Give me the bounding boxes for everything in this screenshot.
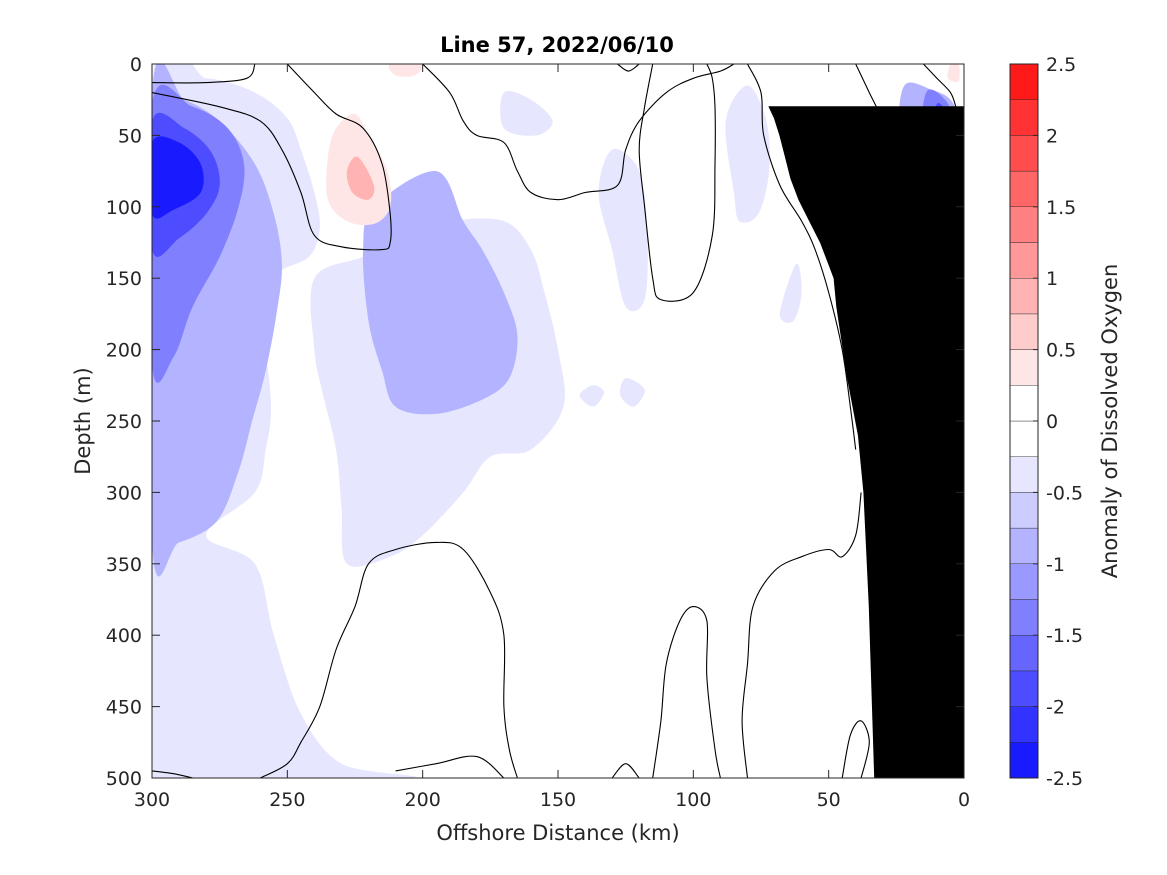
colorbar-tick-label: -1 — [1046, 554, 1065, 576]
x-tick-label: 0 — [958, 789, 970, 811]
x-axis: 300 250 200 150 100 50 0 — [134, 64, 970, 811]
x-tick-label: 50 — [817, 789, 841, 811]
anomaly-region-21 — [947, 64, 960, 83]
zero-contour-9 — [747, 64, 857, 450]
zero-contour-3 — [152, 770, 193, 778]
colorbar-swatch — [1009, 492, 1039, 529]
anomaly-region-12 — [152, 136, 204, 219]
x-axis-label: Offshore Distance (km) — [436, 821, 679, 845]
colorbar-swatch — [1009, 63, 1039, 100]
colorbar-swatch — [1009, 278, 1039, 315]
y-tick-label: 300 — [106, 482, 142, 504]
colorbar-tick-label: 1.5 — [1046, 197, 1076, 219]
colorbar-swatch — [1009, 527, 1039, 564]
seafloor-mask — [768, 106, 964, 778]
colorbar-swatch — [1009, 635, 1039, 672]
colorbar-swatch — [1009, 242, 1039, 279]
zero-contour-7 — [652, 606, 721, 778]
x-tick-label: 150 — [540, 789, 576, 811]
chart-title: Line 57, 2022/06/10 — [440, 33, 674, 57]
y-tick-label: 500 — [106, 768, 142, 790]
y-tick-label: 400 — [106, 625, 142, 647]
colorbar-swatch — [1009, 99, 1039, 136]
colorbar-tick-label: 2 — [1046, 125, 1058, 147]
y-tick-label: 100 — [106, 197, 142, 219]
colorbar-ticks: -2.5 -2 -1.5 -1 -0.5 0 0.5 1 1.5 2 2.5 — [1033, 54, 1083, 790]
colorbar-label: Anomaly of Dissolved Oxygen — [1098, 264, 1122, 579]
x-tick-label: 200 — [405, 789, 441, 811]
anomaly-region-17 — [346, 156, 375, 200]
colorbar-swatch — [1009, 313, 1039, 350]
zero-contour-2 — [422, 64, 735, 201]
plot-area — [152, 64, 964, 778]
zero-contour-5 — [260, 541, 518, 778]
colorbar-tick-label: 0 — [1046, 411, 1058, 433]
anomaly-region-20 — [388, 64, 424, 77]
y-axis-label: Depth (m) — [71, 367, 95, 474]
y-tick-label: 350 — [106, 554, 142, 576]
colorbar-swatch — [1009, 170, 1039, 208]
zero-contour-4 — [395, 755, 505, 778]
colorbar-tick-label: 2.5 — [1046, 54, 1076, 76]
colorbar-swatch — [1009, 742, 1039, 779]
x-tick-label: 250 — [269, 789, 305, 811]
anomaly-region-3 — [725, 85, 770, 223]
zero-contour-0 — [152, 64, 256, 84]
colorbar-tick-label: -0.5 — [1046, 482, 1083, 504]
colorbar-swatch — [1009, 385, 1039, 422]
anomaly-region-7 — [619, 378, 645, 407]
y-tick-label: 0 — [130, 54, 142, 76]
colorbar-tick-label: -1.5 — [1046, 625, 1083, 647]
zero-contour-11 — [617, 64, 640, 72]
y-tick-label: 450 — [106, 697, 142, 719]
anomaly-region-6 — [579, 385, 604, 407]
anomaly-region-4 — [500, 91, 553, 136]
y-tick-label: 50 — [118, 125, 142, 147]
colorbar-swatch — [1009, 135, 1039, 172]
colorbar-swatch — [1009, 706, 1039, 743]
colorbar-tick-label: 0.5 — [1046, 340, 1076, 362]
colorbar-swatch — [1009, 563, 1039, 600]
seafloor-layer — [768, 106, 964, 778]
colorbar-swatch — [1009, 456, 1039, 493]
zero-contour-8 — [741, 492, 862, 778]
zero-contour-6 — [611, 763, 640, 778]
colorbar-swatch — [1009, 420, 1039, 457]
anomaly-region-5 — [779, 263, 802, 323]
colorbar: -2.5 -2 -1.5 -1 -0.5 0 0.5 1 1.5 2 2.5 Anomaly of … — [1009, 54, 1122, 790]
zero-contour-14 — [841, 720, 870, 778]
colorbar-swatch — [1009, 349, 1039, 386]
colorbar-swatch — [1009, 670, 1039, 707]
zero-contour-1 — [152, 64, 392, 251]
x-tick-label: 100 — [675, 789, 711, 811]
y-tick-label: 250 — [106, 411, 142, 433]
zero-contour-13 — [923, 64, 957, 108]
colorbar-tick-label: -2 — [1046, 697, 1065, 719]
zero-contour-10 — [638, 64, 716, 302]
x-tick-label: 300 — [134, 789, 170, 811]
y-axis: 0 50 100 150 200 250 300 350 400 450 500 — [106, 54, 964, 790]
colorbar-tick-label: -2.5 — [1046, 768, 1083, 790]
anomaly-region-9 — [362, 170, 518, 415]
colorbar-tick-label: 1 — [1046, 268, 1058, 290]
y-tick-label: 150 — [106, 268, 142, 290]
colorbar-swatches — [1009, 63, 1039, 779]
colorbar-swatch — [1009, 599, 1039, 636]
colorbar-swatch — [1009, 206, 1039, 243]
y-tick-label: 200 — [106, 340, 142, 362]
